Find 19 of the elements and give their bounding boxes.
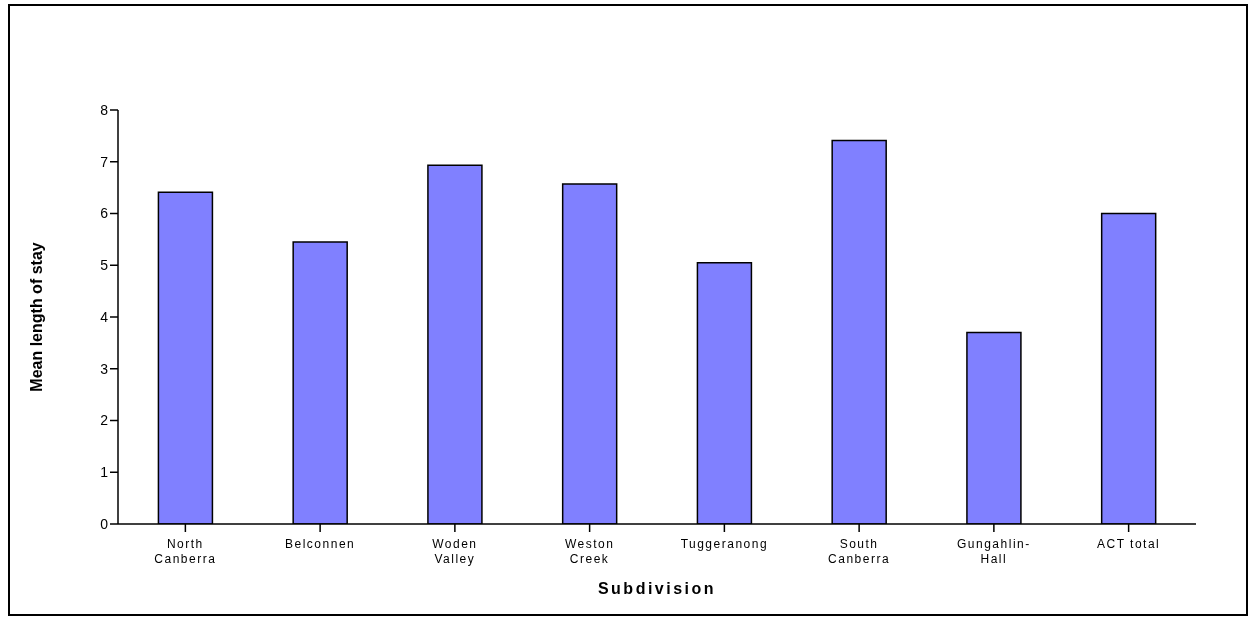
x-tick-label: ACT total (1096, 537, 1161, 551)
y-tick-label: 6 (100, 205, 109, 222)
x-tick-label: Tuggeranong (680, 537, 769, 551)
x-tick-label: North Canberra (154, 537, 217, 566)
x-tick-label: South Canberra (828, 537, 891, 566)
x-tick-label: Woden Valley (432, 537, 478, 566)
x-tick-label: Belconnen (285, 537, 356, 551)
x-tick-label: Gungahlin-Hall (957, 537, 1031, 566)
y-tick-label: 4 (100, 308, 109, 325)
x-tick-label: Weston Creek (564, 537, 615, 566)
x-axis-title: Subdivision (597, 580, 717, 597)
y-tick-label: 2 (100, 412, 109, 429)
y-tick-label: 0 (100, 515, 109, 532)
y-tick-label: 5 (100, 257, 109, 274)
y-axis-title: Mean length of stay (27, 242, 45, 392)
y-tick-label: 8 (100, 101, 109, 118)
y-tick-label: 1 (100, 464, 109, 481)
y-tick-label: 7 (100, 153, 109, 170)
y-tick-label: 3 (100, 360, 109, 377)
